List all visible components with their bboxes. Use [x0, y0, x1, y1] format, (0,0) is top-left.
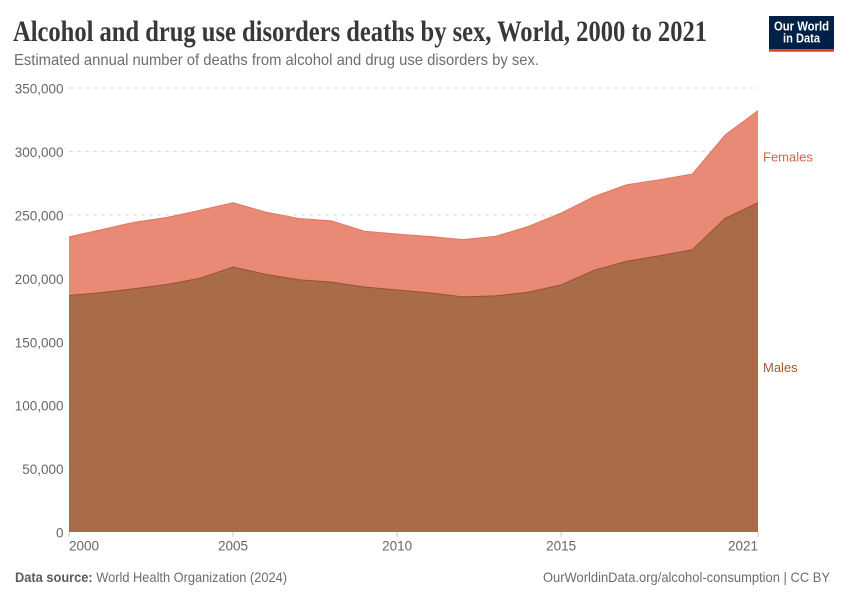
svg-text:200,000: 200,000: [15, 272, 64, 287]
svg-text:Data source: World Health Orga: Data source: World Health Organization (…: [15, 569, 287, 585]
svg-text:Our World: Our World: [774, 20, 829, 34]
svg-text:100,000: 100,000: [15, 399, 64, 414]
svg-text:Males: Males: [763, 360, 798, 375]
svg-text:2021: 2021: [728, 539, 758, 554]
svg-text:Estimated annual number of dea: Estimated annual number of deaths from a…: [14, 52, 539, 69]
svg-text:50,000: 50,000: [22, 462, 63, 477]
svg-text:2010: 2010: [382, 539, 412, 554]
svg-text:300,000: 300,000: [15, 145, 64, 160]
svg-text:2000: 2000: [69, 539, 99, 554]
svg-text:Females: Females: [763, 150, 813, 165]
svg-text:Alcohol and drug use disorders: Alcohol and drug use disorders deaths by…: [13, 15, 707, 48]
svg-text:0: 0: [56, 526, 64, 541]
svg-text:OurWorldinData.org/alcohol-con: OurWorldinData.org/alcohol-consumption |…: [543, 569, 831, 585]
svg-text:in Data: in Data: [783, 32, 821, 46]
svg-text:350,000: 350,000: [15, 82, 64, 97]
svg-text:2015: 2015: [546, 539, 576, 554]
svg-text:150,000: 150,000: [15, 335, 64, 350]
svg-text:250,000: 250,000: [15, 209, 64, 224]
svg-text:2005: 2005: [218, 539, 248, 554]
